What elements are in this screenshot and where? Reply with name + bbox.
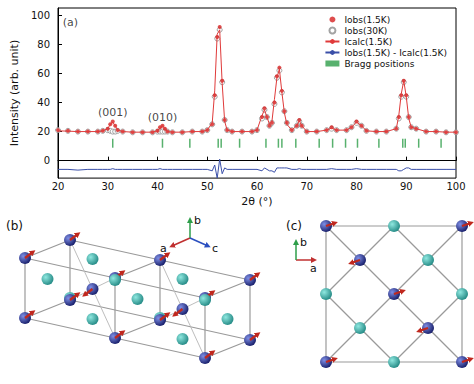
svg-text:(010): (010) [148,111,178,124]
svg-text:Iobs(1.5K) - Icalc(1.5K): Iobs(1.5K) - Icalc(1.5K) [344,48,447,58]
svg-text:40: 40 [151,181,164,192]
svg-text:(c): (c) [286,219,302,233]
svg-text:0: 0 [44,155,50,166]
svg-text:(b): (b) [6,219,23,233]
svg-text:Bragg positions: Bragg positions [344,59,414,69]
svg-text:80: 80 [37,39,50,50]
svg-text:Intensity (arb. unit): Intensity (arb. unit) [8,40,21,147]
svg-text:70: 70 [300,181,313,192]
svg-text:60: 60 [251,181,264,192]
svg-text:20: 20 [52,181,65,192]
svg-text:b: b [194,214,201,227]
svg-text:a: a [310,262,317,275]
svg-text:50: 50 [201,181,214,192]
svg-text:40: 40 [37,97,50,108]
svg-text:Iobs(1.5K): Iobs(1.5K) [344,15,390,25]
svg-text:(a): (a) [63,16,78,29]
svg-text:Iobs(30K): Iobs(30K) [344,26,387,36]
svg-text:60: 60 [37,68,50,79]
svg-text:100: 100 [446,181,465,192]
svg-text:100: 100 [31,10,50,21]
svg-text:a: a [160,242,167,255]
svg-text:(001): (001) [98,106,128,119]
svg-text:c: c [212,242,218,255]
svg-text:30: 30 [101,181,114,192]
svg-text:b: b [300,236,307,249]
svg-text:2θ (°): 2θ (°) [241,195,272,208]
svg-text:20: 20 [37,126,50,137]
svg-text:80: 80 [350,181,363,192]
svg-text:90: 90 [400,181,413,192]
svg-text:Icalc(1.5K): Icalc(1.5K) [344,37,392,47]
